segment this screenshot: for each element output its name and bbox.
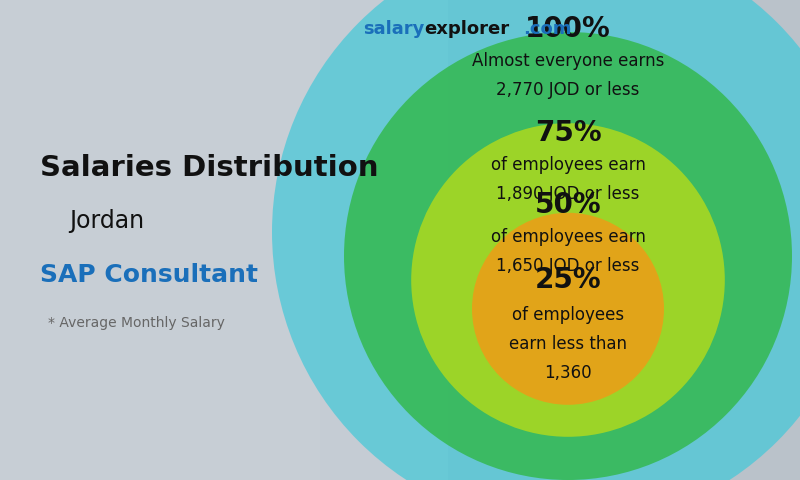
Text: explorer: explorer: [424, 20, 509, 38]
Bar: [0, 0, 320, 480]
Text: * Average Monthly Salary: * Average Monthly Salary: [48, 316, 225, 330]
Circle shape: [472, 213, 664, 405]
Text: SAP Consultant: SAP Consultant: [40, 263, 258, 287]
Text: 50%: 50%: [534, 191, 602, 219]
Text: of employees: of employees: [512, 306, 624, 324]
Text: earn less than: earn less than: [509, 335, 627, 353]
Text: .com: .com: [523, 20, 572, 38]
Text: Salaries Distribution: Salaries Distribution: [40, 154, 378, 182]
Circle shape: [344, 32, 792, 480]
Text: 1,650 JOD or less: 1,650 JOD or less: [496, 257, 640, 275]
Text: 2,770 JOD or less: 2,770 JOD or less: [496, 81, 640, 98]
Text: 75%: 75%: [534, 119, 602, 147]
Bar: [448, 0, 800, 480]
Text: Almost everyone earns: Almost everyone earns: [472, 52, 664, 70]
Circle shape: [411, 123, 725, 437]
Text: of employees earn: of employees earn: [490, 228, 646, 246]
Text: 1,360: 1,360: [544, 364, 592, 382]
Text: of employees earn: of employees earn: [490, 156, 646, 174]
Text: 100%: 100%: [525, 15, 611, 43]
Text: 25%: 25%: [534, 266, 602, 294]
Text: salary: salary: [362, 20, 424, 38]
Text: 1,890 JOD or less: 1,890 JOD or less: [496, 185, 640, 203]
Circle shape: [272, 0, 800, 480]
Text: Jordan: Jordan: [69, 209, 144, 233]
